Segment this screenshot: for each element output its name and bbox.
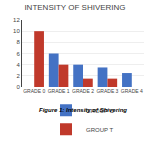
svg-text:GRADE 1: GRADE 1 [48, 88, 70, 94]
svg-text:GROUP C: GROUP C [86, 108, 115, 114]
svg-text:GRADE 3: GRADE 3 [96, 88, 118, 94]
svg-text:6: 6 [16, 51, 20, 57]
svg-text:2: 2 [16, 73, 20, 79]
svg-text:4: 4 [16, 62, 20, 68]
svg-text:GRADE 4: GRADE 4 [121, 88, 143, 94]
svg-text:GROUP T: GROUP T [86, 127, 113, 133]
svg-text:Figure 1: Intensity of Shiveri: Figure 1: Intensity of Shivering [39, 107, 127, 113]
svg-text:GRADE 2: GRADE 2 [72, 88, 94, 94]
svg-text:INTENSITY OF SHIVERING: INTENSITY OF SHIVERING [24, 3, 125, 12]
svg-text:12: 12 [13, 17, 20, 23]
svg-text:0: 0 [16, 84, 20, 90]
svg-text:10: 10 [13, 28, 20, 34]
svg-text:8: 8 [16, 39, 20, 45]
svg-text:GRADE 0: GRADE 0 [23, 88, 45, 94]
